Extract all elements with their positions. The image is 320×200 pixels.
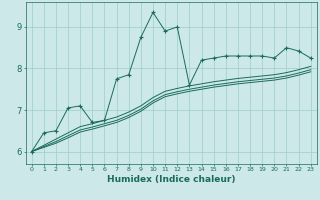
X-axis label: Humidex (Indice chaleur): Humidex (Indice chaleur) xyxy=(107,175,236,184)
